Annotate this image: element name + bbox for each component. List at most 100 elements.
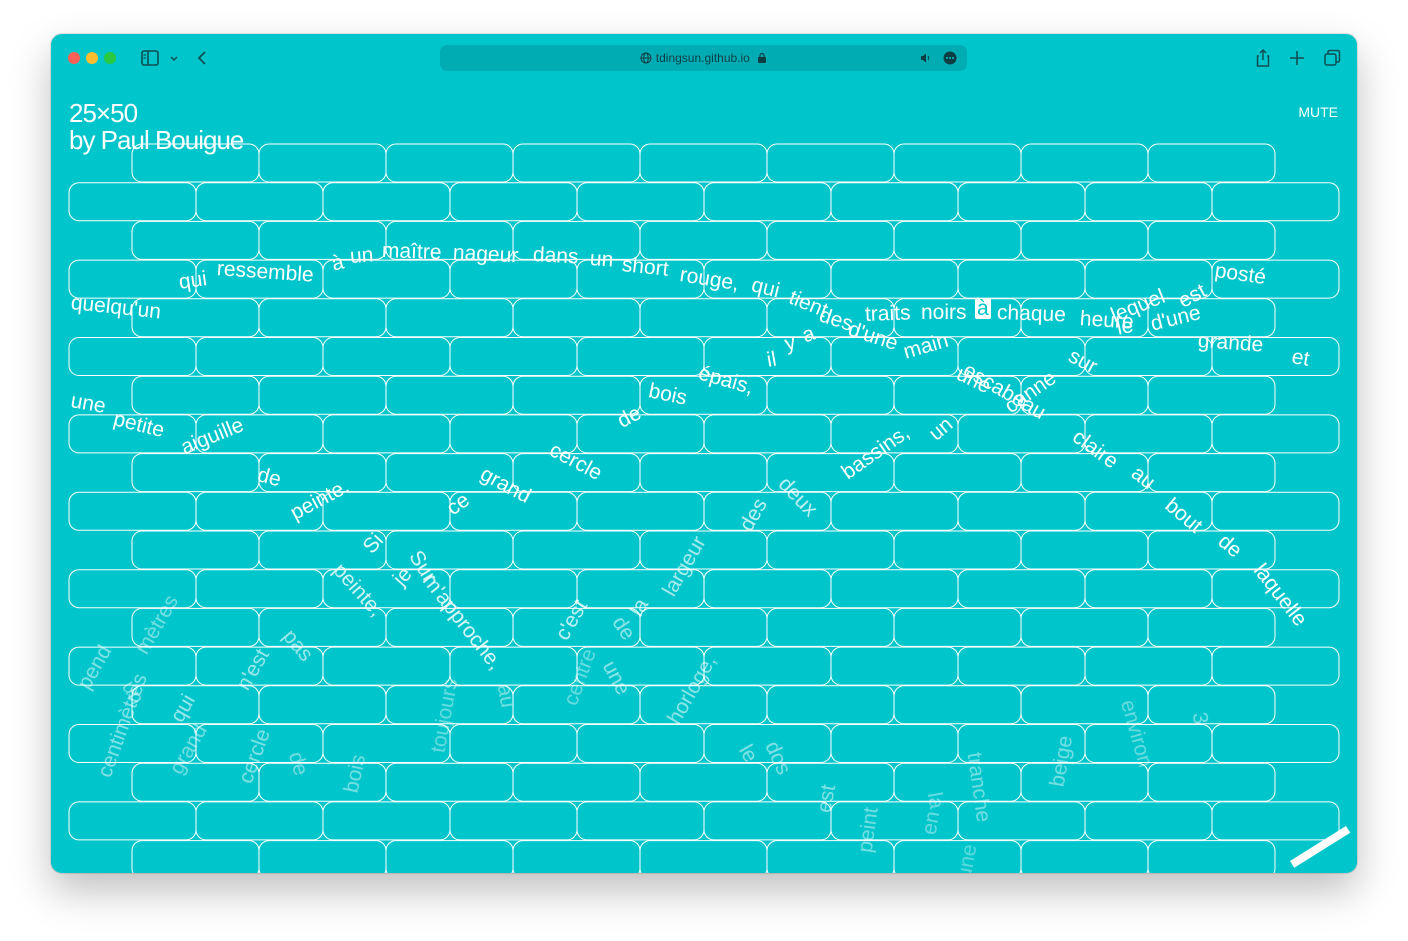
poem-word: de bbox=[255, 463, 284, 492]
poem-word: bois bbox=[646, 379, 690, 410]
brick bbox=[1147, 530, 1276, 570]
poem-word: qui bbox=[177, 267, 209, 294]
poem-word: main bbox=[900, 328, 951, 364]
poem-word: c'est bbox=[551, 595, 593, 645]
brick bbox=[1147, 298, 1276, 338]
poem-word: beige bbox=[1045, 733, 1078, 789]
poem-word: 3 bbox=[1187, 710, 1213, 727]
poem-word: à bbox=[975, 297, 991, 320]
poem-word: bois bbox=[339, 752, 371, 795]
browser-toolbar: tdingsun.github.io bbox=[51, 34, 1357, 82]
mute-button[interactable]: MUTE bbox=[1298, 104, 1338, 120]
poem-word: nageur bbox=[452, 241, 519, 268]
back-icon[interactable] bbox=[194, 48, 210, 68]
browser-window: tdingsun.github.io bbox=[51, 34, 1357, 873]
poem-word: et bbox=[1290, 345, 1312, 371]
poem-word: traits bbox=[864, 301, 911, 326]
poem-word: qui bbox=[166, 690, 200, 727]
brick bbox=[1211, 801, 1340, 841]
brick bbox=[1211, 646, 1340, 686]
poem-word: un bbox=[589, 247, 615, 272]
poem-word: le bbox=[734, 740, 763, 767]
brick bbox=[1211, 569, 1340, 609]
brick bbox=[1211, 182, 1340, 222]
close-window-button[interactable] bbox=[68, 52, 80, 64]
poem-word: rouge, bbox=[678, 263, 741, 296]
poem-word: de bbox=[613, 401, 646, 433]
poem-word: ce bbox=[442, 488, 474, 520]
chevron-down-icon[interactable] bbox=[168, 48, 180, 68]
brick bbox=[1211, 414, 1340, 454]
brick bbox=[1147, 840, 1276, 873]
poem-word-field: quelqu'un qui ressemble à un maître nageur dans… bbox=[51, 82, 1357, 873]
title-line-1: 25×50 bbox=[69, 98, 138, 128]
more-icon[interactable] bbox=[943, 51, 957, 65]
address-text-row: tdingsun.github.io bbox=[440, 51, 967, 65]
brick bbox=[1147, 143, 1276, 183]
poem-word: environ bbox=[1115, 697, 1158, 770]
poem-word: centre bbox=[559, 645, 601, 709]
poem-word: laquelle bbox=[1248, 559, 1312, 631]
poem-word: m'approche, bbox=[417, 569, 507, 675]
poem-word: aune bbox=[950, 842, 982, 873]
poem-word: cercle bbox=[234, 725, 275, 787]
poem-word: tranche bbox=[962, 750, 996, 824]
poem-word: toujours bbox=[426, 676, 463, 755]
speaker-icon[interactable] bbox=[919, 51, 933, 65]
brick-wall-grid bbox=[68, 143, 1340, 873]
poem-word: short bbox=[620, 253, 670, 281]
poem-word: ressemble bbox=[216, 257, 315, 287]
address-bar[interactable]: tdingsun.github.io bbox=[440, 45, 967, 71]
poem-word: largeur bbox=[658, 532, 711, 601]
brick bbox=[1147, 375, 1276, 415]
poem-word: au bbox=[1126, 461, 1160, 494]
poem-word: sur bbox=[1064, 344, 1102, 379]
share-icon[interactable] bbox=[1254, 48, 1272, 68]
poem-word: au bbox=[492, 682, 520, 710]
poem-word: épais, bbox=[695, 361, 757, 400]
poem-word: grand bbox=[476, 462, 535, 508]
poem-word: grand bbox=[165, 720, 212, 779]
poem-word: peinte, bbox=[328, 558, 388, 622]
poem-word: la bbox=[922, 790, 949, 811]
poem-word: est bbox=[812, 782, 841, 815]
poem-word: un bbox=[924, 412, 958, 446]
poem-word: maître bbox=[381, 239, 442, 265]
poem-word: un bbox=[349, 243, 375, 268]
poem-word: aiguille bbox=[177, 413, 247, 460]
url-text: tdingsun.github.io bbox=[655, 51, 750, 65]
poem-word: de bbox=[1213, 529, 1247, 563]
poem-word: mètres bbox=[131, 591, 184, 659]
brick bbox=[1211, 337, 1340, 376]
new-tab-icon[interactable] bbox=[1288, 48, 1306, 68]
poem-word: horloge, bbox=[663, 651, 721, 729]
sidebar-icon[interactable] bbox=[140, 48, 160, 68]
poem-word: peinte. bbox=[286, 474, 354, 525]
poem-word: de bbox=[283, 749, 313, 779]
brick bbox=[1147, 453, 1276, 493]
poem-word: bout bbox=[1160, 493, 1207, 538]
poem-word: petite bbox=[111, 407, 167, 443]
brick bbox=[1211, 724, 1340, 763]
poem-word: peint bbox=[853, 805, 883, 855]
poem-word: dans bbox=[532, 243, 580, 269]
page-title: 25×50 by Paul Bouigue bbox=[69, 98, 244, 154]
poem-word: claire bbox=[1068, 425, 1123, 474]
poem-word: dos bbox=[760, 737, 796, 779]
brick bbox=[1211, 491, 1340, 531]
brick bbox=[1147, 607, 1276, 647]
poem-word: noirs bbox=[921, 301, 967, 324]
poem-word: y bbox=[782, 330, 798, 356]
minimize-window-button[interactable] bbox=[86, 52, 98, 64]
zoom-window-button[interactable] bbox=[104, 52, 116, 64]
poem-word: Si bbox=[358, 528, 389, 559]
address-right-icons bbox=[919, 51, 957, 65]
globe-icon bbox=[640, 52, 652, 64]
poem-word: quelqu'un bbox=[69, 291, 163, 324]
web-page: 25×50 by Paul Bouigue MUTE quelqu'un qui r… bbox=[51, 82, 1357, 873]
poem-word: une bbox=[69, 389, 108, 418]
poem-word: posté bbox=[1213, 259, 1268, 290]
poem-word: il bbox=[765, 347, 779, 372]
tabs-overview-icon[interactable] bbox=[1322, 48, 1342, 68]
poem-word: chaque bbox=[996, 301, 1067, 327]
